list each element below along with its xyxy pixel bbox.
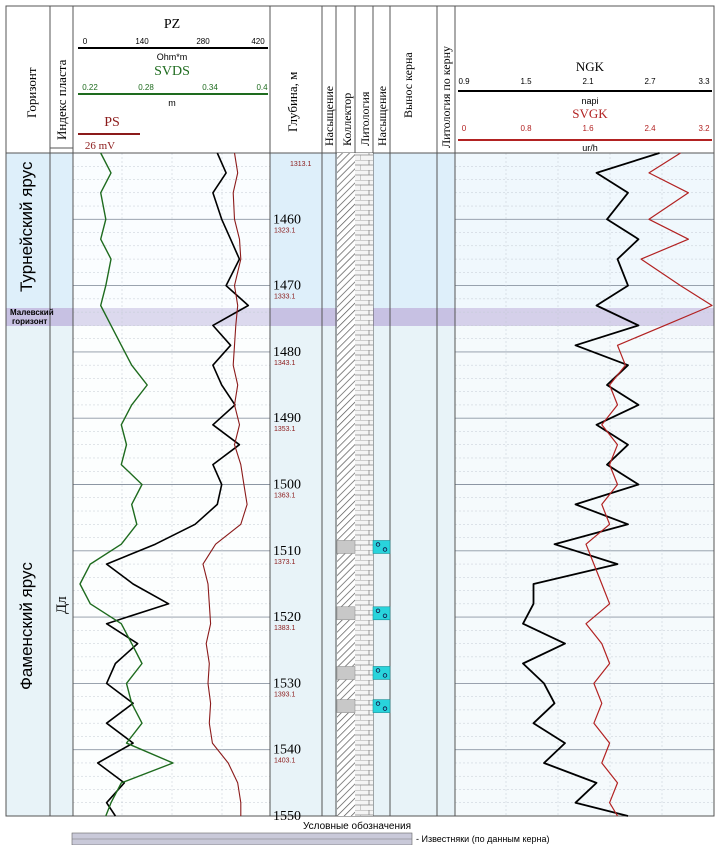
- depth-tick-label: 1460: [273, 212, 301, 227]
- depth-tick-label: 1540: [273, 743, 301, 758]
- zone-famennian-label: Фаменский ярус: [17, 562, 36, 690]
- curves: [79, 152, 713, 817]
- ngk-tick-1: 1.5: [520, 77, 532, 86]
- core-dot: [375, 668, 381, 673]
- depth-tvd-label: 1363.1: [274, 493, 296, 500]
- depth-top-tvd: 1313.1: [290, 161, 312, 168]
- core-interval-marker: [372, 540, 391, 554]
- depth-tvd-label: 1403.1: [274, 758, 296, 765]
- col-saturation-label: Насыщение: [322, 86, 336, 146]
- collector-hatch-strip: [337, 153, 355, 816]
- depth-tvd-label: 1383.1: [274, 625, 296, 632]
- depth-tick-label: 1550: [273, 809, 301, 824]
- collector-interval: [336, 699, 356, 713]
- col-collector-label: Коллектор: [340, 93, 354, 146]
- ngk-title: NGK: [576, 59, 605, 74]
- core-dot: [382, 673, 388, 678]
- svgk-title: SVGK: [572, 106, 608, 121]
- pz-tick-0: 0: [83, 37, 88, 46]
- core-dot: [375, 542, 381, 547]
- depth-tick-label: 1470: [273, 279, 301, 294]
- depth-tvd-label: 1353.1: [274, 426, 296, 433]
- svds-tick-1: 0.28: [138, 83, 154, 92]
- depth-tick-label: 1520: [273, 610, 301, 625]
- zone-tournaisian-label: Турнейский ярус: [17, 161, 36, 292]
- pz-unit: Ohm*m: [157, 52, 188, 62]
- depth-tick-label: 1490: [273, 411, 301, 426]
- pz-header: PZ 0 140 280 420 Ohm*m SVDS 0.22 0.28 0.…: [78, 17, 268, 152]
- svds-tick-3: 0.4: [256, 83, 268, 92]
- legend-item: - Известняки (по данным керна): [416, 834, 549, 844]
- core-interval-marker: [372, 606, 391, 621]
- core-dot: [382, 613, 388, 618]
- ngk-tick-3: 2.7: [644, 77, 656, 86]
- curve-ps: [202, 152, 248, 816]
- depth-tvd-label: 1393.1: [274, 691, 296, 698]
- lithology-brick-strip: [355, 153, 373, 816]
- col-layer-index-label: Индекс пласта: [54, 59, 69, 140]
- ngk-tick-4: 3.3: [698, 77, 710, 86]
- col-core-yield-label: Вынос керна: [401, 52, 415, 118]
- svds-title: SVDS: [154, 64, 190, 79]
- core-interval-marker: [372, 666, 391, 680]
- core-dot: [382, 706, 388, 711]
- depth-tvd-label: 1343.1: [274, 360, 296, 367]
- ngk-tick-0: 0.9: [458, 77, 470, 86]
- svgk-tick-0: 0: [462, 124, 467, 133]
- core-dot: [375, 608, 381, 613]
- layer-dl-label: Дл: [54, 596, 70, 614]
- svgk-tick-4: 3.2: [698, 124, 710, 133]
- collector-interval: [336, 666, 356, 680]
- pz-tick-2: 280: [196, 37, 210, 46]
- col-lithology-label: Литология: [358, 91, 372, 146]
- svgk-tick-3: 2.4: [644, 124, 656, 133]
- core-interval-marker: [372, 699, 391, 713]
- depth-tvd-label: 1323.1: [274, 227, 296, 234]
- pz-tick-1: 140: [135, 37, 149, 46]
- svds-unit: m: [168, 98, 176, 108]
- ps-title: PS: [104, 115, 120, 130]
- depth-tvd-label: 1373.1: [274, 559, 296, 566]
- core-dot: [382, 547, 388, 552]
- depth-tick-label: 1510: [273, 544, 301, 559]
- depth-tick-label: 1500: [273, 478, 301, 493]
- curve-pz: [96, 152, 250, 817]
- pz-tick-3: 420: [251, 37, 265, 46]
- core-dot: [375, 701, 381, 706]
- depth-tick-label: 1480: [273, 345, 301, 360]
- col-saturation2-label: Насыщение: [375, 86, 389, 146]
- legend-title: Условные обозначения: [303, 820, 411, 832]
- col-depth-label: Глубина, м: [285, 72, 300, 132]
- svgk-unit: ur/h: [582, 143, 598, 153]
- depth-tick-label: 1530: [273, 676, 301, 691]
- svds-tick-2: 0.34: [202, 83, 218, 92]
- svds-tick-0: 0.22: [82, 83, 98, 92]
- curve-svgk: [585, 152, 713, 817]
- ngk-unit: napi: [581, 96, 598, 106]
- ngk-tick-2: 2.1: [582, 77, 594, 86]
- ps-unit: 26 mV: [85, 140, 115, 152]
- malevsky-band-overlay: [73, 308, 714, 326]
- collector-interval: [336, 606, 356, 621]
- depth-tvd-label: 1333.1: [274, 294, 296, 301]
- pz-title: PZ: [164, 17, 180, 32]
- svgk-tick-1: 0.8: [520, 124, 532, 133]
- grid: [73, 153, 714, 816]
- svgk-tick-2: 1.6: [582, 124, 594, 133]
- core-intervals: [336, 540, 391, 713]
- zone-malevsky-label-2: горизонт: [12, 317, 47, 326]
- col-core-lithology-label: Литология по керну: [439, 46, 453, 148]
- curve-ngk: [522, 152, 660, 817]
- ngk-header: NGK 0.9 1.5 2.1 2.7 3.3 napi SVGK 0 0.8 …: [458, 59, 712, 153]
- collector-interval: [336, 540, 356, 554]
- zone-malevsky-label-1: Малевский: [10, 308, 54, 317]
- curve-svds: [79, 152, 174, 817]
- col-horizon-label: Горизонт: [24, 67, 39, 118]
